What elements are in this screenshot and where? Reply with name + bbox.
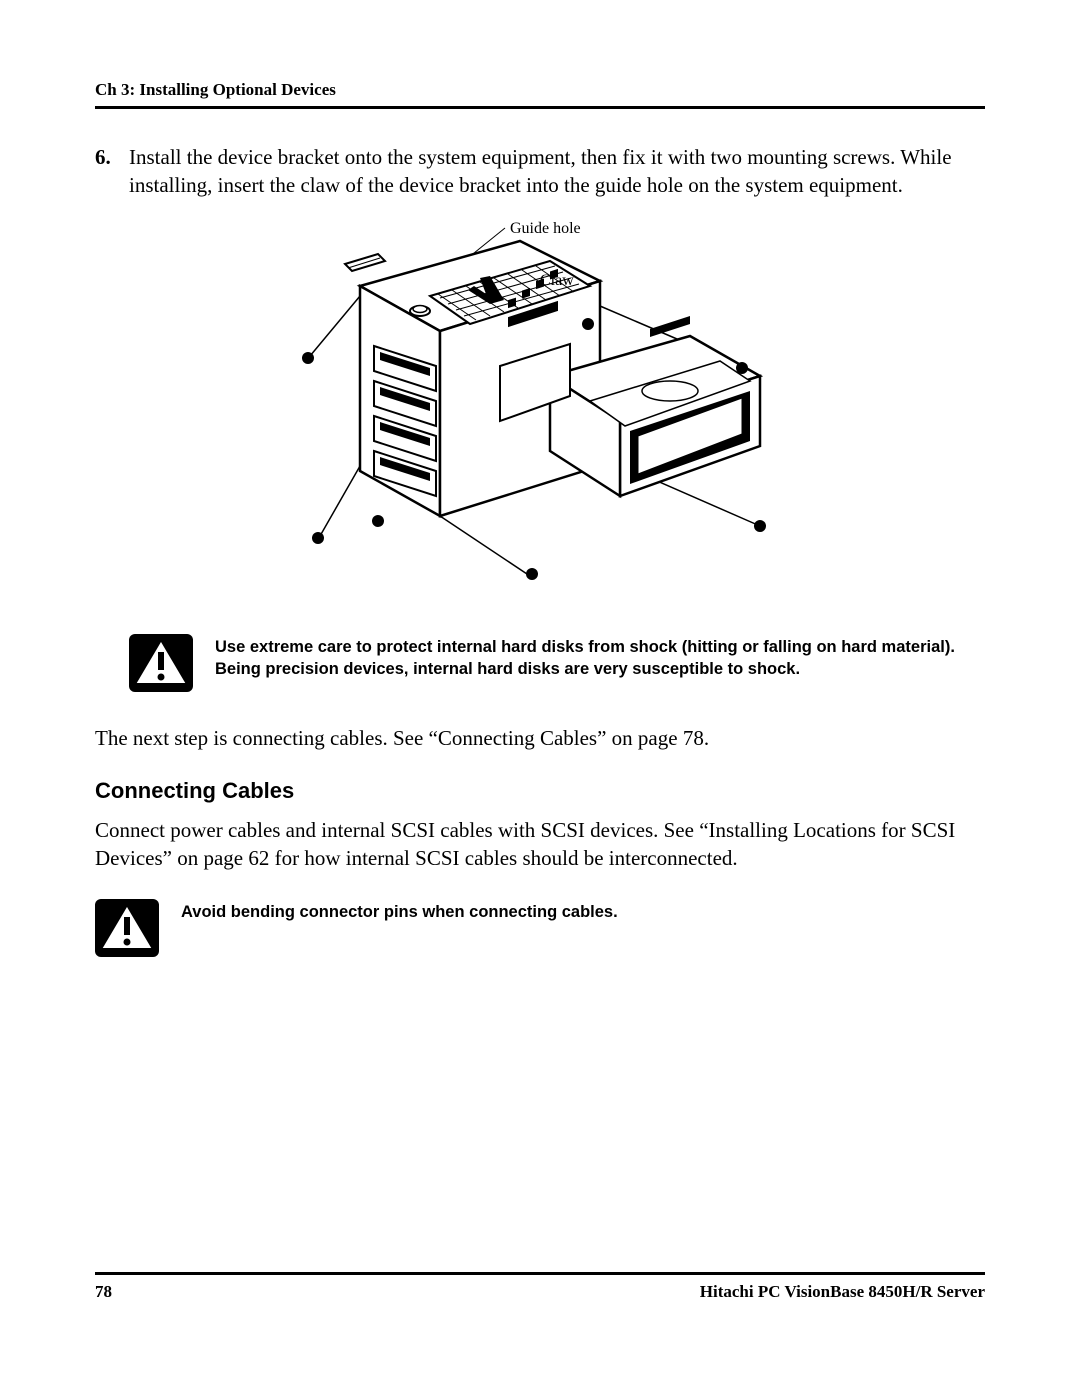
figure-container: Guide hole Claw <box>95 216 985 606</box>
next-step-paragraph: The next step is connecting cables. See … <box>95 724 985 752</box>
device-bracket-figure: Guide hole Claw <box>290 216 790 606</box>
page-footer: 78 Hitachi PC VisionBase 8450H/R Server <box>95 1282 985 1302</box>
warning-text-2: Avoid bending connector pins when connec… <box>181 899 618 957</box>
footer-product: Hitachi PC VisionBase 8450H/R Server <box>700 1282 985 1302</box>
step-number: 6. <box>95 143 129 200</box>
running-head: Ch 3: Installing Optional Devices <box>95 80 985 100</box>
section-body: Connect power cables and internal SCSI c… <box>95 816 985 873</box>
warning-block-1: Use extreme care to protect internal har… <box>95 634 985 692</box>
warning-icon <box>129 634 193 692</box>
warning-icon <box>95 899 159 957</box>
page-number: 78 <box>95 1282 112 1302</box>
section-heading-connecting-cables: Connecting Cables <box>95 778 985 804</box>
footer-rule <box>95 1272 985 1275</box>
warning-text-1: Use extreme care to protect internal har… <box>215 634 985 692</box>
step-text: Install the device bracket onto the syst… <box>129 143 985 200</box>
header-rule <box>95 106 985 109</box>
step-6: 6. Install the device bracket onto the s… <box>95 143 985 200</box>
figure-label-guide-hole: Guide hole <box>510 220 581 238</box>
warning-block-2: Avoid bending connector pins when connec… <box>95 899 985 957</box>
page-content: Ch 3: Installing Optional Devices 6. Ins… <box>95 80 985 989</box>
figure-label-claw: Claw <box>540 272 574 290</box>
